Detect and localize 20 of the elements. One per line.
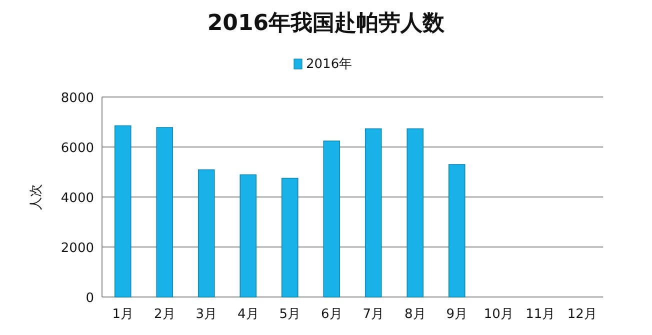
x-tick-label: 8月 [404,307,426,322]
x-tick-label: 6月 [320,307,342,322]
x-tick-label: 7月 [362,307,384,322]
y-tick-label: 6000 [60,141,94,156]
x-tick-label: 10月 [484,307,514,322]
chart-title: 2016年我国赴帕劳人数 [207,11,446,36]
legend-label: 2016年 [306,57,352,72]
x-tick-label: 5月 [279,307,301,322]
x-tick-label: 2月 [154,307,176,322]
y-tick-label: 2000 [60,241,94,256]
x-tick-label: 3月 [196,307,218,322]
y-tick-label: 8000 [60,91,94,106]
x-tick-label: 12月 [567,307,597,322]
y-tick-label: 4000 [60,191,94,206]
y-axis-title: 人次 [29,184,44,210]
x-tick-label: 9月 [446,307,468,322]
x-tick-label: 4月 [237,307,259,322]
x-tick-label: 1月 [112,307,134,322]
y-tick-label: 0 [86,291,94,306]
x-tick-label: 11月 [526,307,556,322]
